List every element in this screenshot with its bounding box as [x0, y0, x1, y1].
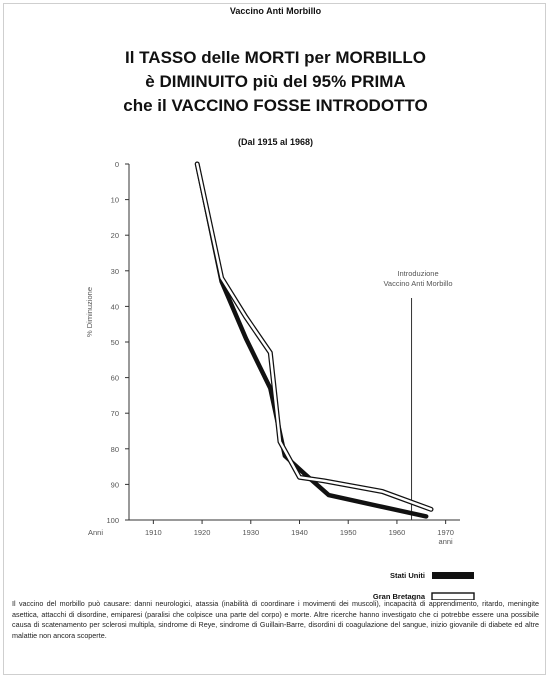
page-title: Il TASSO delle MORTI per MORBILLO è DIMI… [0, 46, 551, 118]
y-tick-label: 0 [115, 160, 119, 169]
y-tick-label: 60 [111, 374, 119, 383]
series-line-gran-bretagna [195, 162, 433, 511]
x-tick-label: 1940 [291, 528, 308, 537]
legend-swatch-stati-uniti [432, 572, 474, 579]
title-line-3: che il VACCINO FOSSE INTRODOTTO [123, 96, 428, 115]
y-tick-label: 10 [111, 196, 119, 205]
y-tick-label: 40 [111, 302, 119, 311]
footer-note: Il vaccino del morbillo può causare: dan… [12, 599, 539, 640]
subtitle: (Dal 1915 al 1968) [237, 137, 314, 147]
x-tick-label: 1960 [389, 528, 406, 537]
y-tick-label: 70 [111, 409, 119, 418]
annotation-label: Introduzione [397, 269, 438, 278]
x-tick-label: 1970 [437, 528, 454, 537]
x-tick-label: 1920 [194, 528, 211, 537]
legend-label: Gran Bretagna [373, 592, 426, 600]
y-tick-label: 30 [111, 267, 119, 276]
chart-area: 0 10 20 30 40 50 60 70 80 90 100 1910 1920 1930 1940 19… [85, 160, 475, 600]
annotation-label: Vaccino Anti Morbillo [383, 279, 452, 288]
y-tick-label: 90 [111, 480, 119, 489]
legend-label: Stati Uniti [390, 571, 425, 580]
y-tick-label: 50 [111, 338, 119, 347]
y-tick-label: 80 [111, 445, 119, 454]
y-axis-title: % Diminuzione [85, 287, 94, 337]
title-line-1: Il TASSO delle MORTI per MORBILLO [125, 48, 426, 67]
y-tick-label: 100 [106, 516, 119, 525]
y-tick-label: 20 [111, 231, 119, 240]
x-unit-label: anni [439, 537, 454, 546]
legend-swatch-gran-bretagna [431, 592, 475, 600]
title-line-2: è DIMINUITO più del 95% PRIMA [145, 72, 406, 91]
x-tick-label: 1910 [145, 528, 162, 537]
series-line-stati-uniti [194, 161, 429, 519]
series-line-gran-bretagna-outline [194, 161, 434, 512]
x-axis-title: Anni [88, 528, 103, 537]
x-tick-label: 1950 [340, 528, 357, 537]
poster-frame [3, 3, 546, 675]
x-tick-label: 1930 [242, 528, 259, 537]
topline-label: Vaccino Anti Morbillo [229, 6, 322, 16]
